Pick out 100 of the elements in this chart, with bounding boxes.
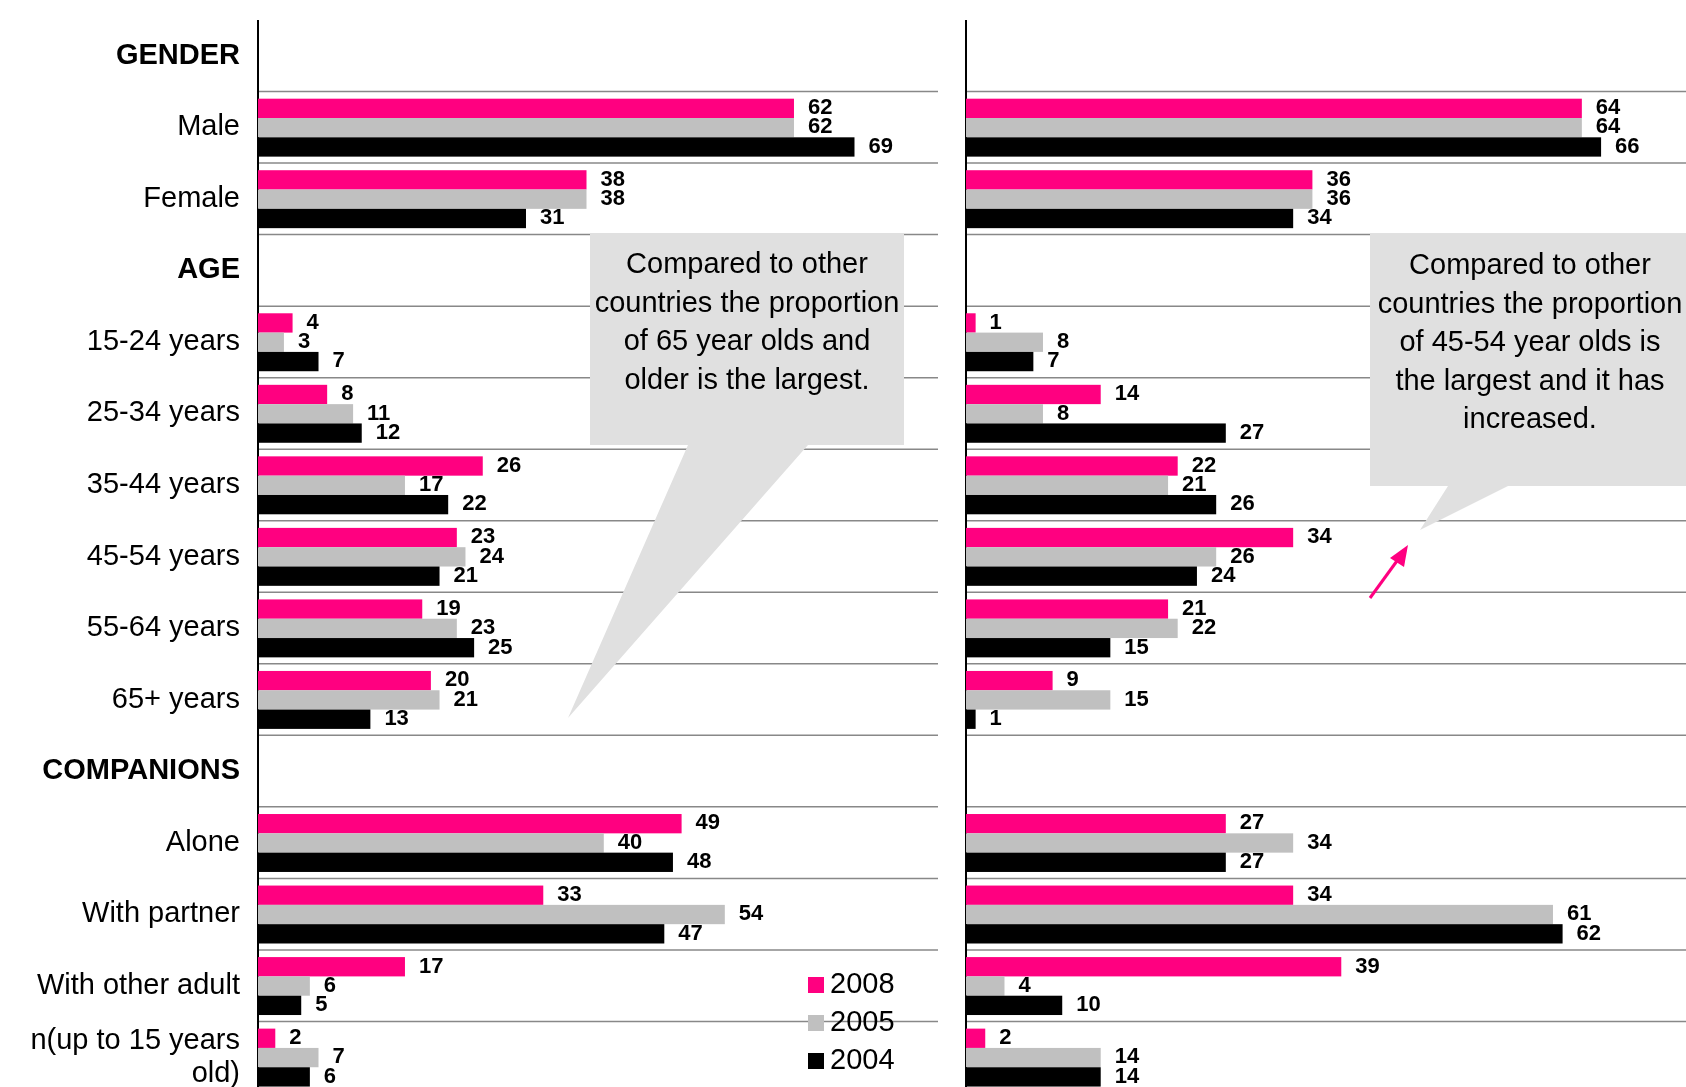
data-label: 34 xyxy=(1307,828,1333,854)
y-tick-label: GENDER xyxy=(115,37,241,70)
bar xyxy=(966,670,1053,691)
data-label: 15 xyxy=(1124,685,1149,711)
data-label: 39 xyxy=(1355,952,1380,978)
data-label: 17 xyxy=(418,952,444,978)
data-label: 40 xyxy=(617,828,643,854)
bar xyxy=(966,547,1217,567)
data-label: 2 xyxy=(289,1024,302,1050)
bar xyxy=(258,170,587,190)
data-label: 19 xyxy=(436,594,461,620)
bar xyxy=(258,189,587,209)
bar xyxy=(258,599,423,619)
bar xyxy=(966,1047,1101,1068)
bar xyxy=(258,957,405,977)
bar xyxy=(966,976,1005,996)
data-label: 1 xyxy=(989,308,1002,334)
data-label: 21 xyxy=(453,561,479,587)
data-label: 62 xyxy=(807,113,833,139)
y-tick-label: With other adult xyxy=(36,967,240,1000)
bar xyxy=(966,957,1342,977)
data-label: 47 xyxy=(678,919,703,945)
bar xyxy=(966,313,976,333)
bar xyxy=(258,618,457,639)
bar xyxy=(966,599,1169,619)
bar xyxy=(966,170,1313,190)
data-label: 11 xyxy=(367,399,391,425)
bar xyxy=(258,404,354,424)
bar xyxy=(966,404,1043,424)
bar xyxy=(966,833,1294,853)
bar xyxy=(258,384,328,405)
bar xyxy=(258,475,405,495)
bar xyxy=(258,814,682,834)
data-label: 27 xyxy=(1239,809,1265,835)
bar xyxy=(966,618,1178,639)
y-tick-label: Female xyxy=(143,180,240,213)
bar xyxy=(966,384,1101,405)
data-label: 8 xyxy=(1056,399,1070,425)
y-tick-label: AGE xyxy=(177,252,240,285)
data-label: 22 xyxy=(462,490,487,516)
data-label: 14 xyxy=(1114,380,1140,406)
bar xyxy=(966,885,1294,905)
bar xyxy=(258,456,483,476)
y-tick-label: n(up to 15 years old) xyxy=(30,1022,240,1087)
y-tick-label: Male xyxy=(177,108,240,141)
y-tick-label: Alone xyxy=(165,824,240,857)
annotation: Compared to other countries the proportion of 65 year olds and older is the largest. xyxy=(594,247,900,395)
bar xyxy=(258,527,457,548)
data-label: 69 xyxy=(868,132,893,158)
data-label: 1 xyxy=(989,705,1002,731)
legend-label: 2005 xyxy=(830,1004,895,1037)
bar xyxy=(258,833,604,853)
y-tick-label: 55-64 years xyxy=(86,609,240,642)
bar xyxy=(966,456,1178,476)
data-label: 27 xyxy=(1239,418,1265,444)
data-label: 26 xyxy=(496,451,522,477)
bar xyxy=(966,189,1313,209)
data-label: 31 xyxy=(539,204,565,230)
data-label: 33 xyxy=(557,881,582,907)
data-label: 49 xyxy=(695,809,721,835)
bar xyxy=(966,475,1169,495)
bar xyxy=(258,976,310,996)
bar xyxy=(966,527,1294,548)
bar xyxy=(258,885,544,905)
y-tick-label: 35-44 years xyxy=(86,466,240,499)
bar xyxy=(966,332,1043,352)
data-label: 7 xyxy=(332,347,345,373)
data-label: 27 xyxy=(1239,848,1265,874)
data-label: 2 xyxy=(999,1024,1012,1050)
data-label: 13 xyxy=(384,705,409,731)
y-tick-label: COMPANIONS xyxy=(42,752,240,785)
bar xyxy=(258,1028,276,1048)
bar xyxy=(258,690,440,710)
data-label: 34 xyxy=(1307,881,1333,907)
bar xyxy=(258,313,293,333)
data-label: 26 xyxy=(1230,490,1255,516)
legend-label: 2008 xyxy=(830,966,895,999)
annotation: Compared to other countries the proportion of 45-54 year olds is the largest and it has increased. xyxy=(1377,248,1683,434)
data-label: 26 xyxy=(1230,542,1255,568)
y-tick-label: 25-34 years xyxy=(86,395,240,428)
data-label: 48 xyxy=(686,848,712,874)
data-label: 4 xyxy=(1018,971,1032,997)
bar xyxy=(258,98,794,118)
y-tick-label: 45-54 years xyxy=(86,538,240,571)
y-tick-label: 65+ years xyxy=(111,681,240,714)
bar xyxy=(966,690,1111,710)
bar xyxy=(258,547,466,567)
data-label: 7 xyxy=(1047,347,1060,373)
bar xyxy=(966,904,1553,925)
bar xyxy=(966,98,1582,118)
data-label: 9 xyxy=(1066,666,1079,692)
bar xyxy=(258,1047,319,1068)
bar xyxy=(258,670,431,691)
data-label: 17 xyxy=(418,471,444,497)
legend-label: 2004 xyxy=(830,1042,895,1075)
data-label: 8 xyxy=(341,380,354,406)
y-tick-label: With partner xyxy=(82,895,241,928)
bar xyxy=(258,118,794,138)
y-tick-label: 15-24 years xyxy=(86,323,240,356)
data-label: 10 xyxy=(1076,991,1101,1017)
